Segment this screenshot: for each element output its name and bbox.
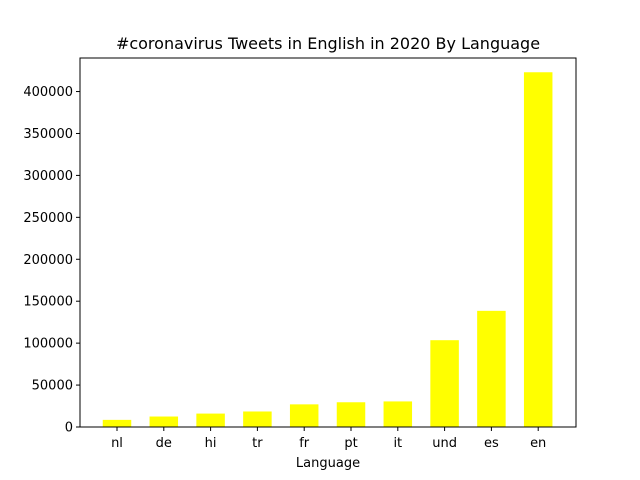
x-tick-label: en	[530, 436, 546, 451]
bar-es	[477, 310, 506, 427]
y-tick-label: 350000	[23, 127, 73, 142]
bar-pt	[336, 402, 366, 427]
y-tick-label: 50000	[32, 379, 73, 394]
x-axis: nl de hi tr fr pt it und es en	[111, 427, 546, 451]
y-tick-label: 400000	[23, 85, 73, 100]
bar-und	[430, 340, 459, 427]
bar-tr	[243, 411, 272, 427]
bar-fr	[289, 404, 319, 427]
x-tick-label: fr	[299, 436, 310, 451]
y-tick-label: 250000	[23, 211, 73, 226]
plot-frame	[79, 57, 577, 428]
y-tick-label: 0	[65, 421, 73, 436]
x-tick-label: it	[393, 436, 402, 451]
x-tick-label: nl	[111, 436, 123, 451]
bar-en	[523, 72, 553, 427]
y-tick-label: 200000	[23, 253, 73, 268]
y-tick-label: 150000	[23, 295, 73, 310]
chart-title: #coronavirus Tweets in English in 2020 B…	[116, 34, 540, 53]
bar-nl	[102, 419, 132, 427]
y-tick-label: 300000	[23, 169, 73, 184]
y-tick-label: 100000	[23, 337, 73, 352]
y-axis: 0 50000 100000 150000 200000 250000 300000 3500…	[23, 85, 80, 436]
x-tick-label: und	[432, 436, 457, 451]
bar-de	[149, 416, 179, 427]
bar-hi	[196, 413, 225, 427]
x-axis-label: Language	[296, 456, 360, 471]
bars-group	[102, 72, 553, 427]
bar-it	[383, 401, 413, 427]
x-tick-label: es	[484, 436, 499, 451]
x-tick-label: hi	[205, 436, 217, 451]
x-tick-label: de	[156, 436, 172, 451]
x-tick-label: tr	[252, 436, 263, 451]
x-tick-label: pt	[344, 436, 357, 451]
